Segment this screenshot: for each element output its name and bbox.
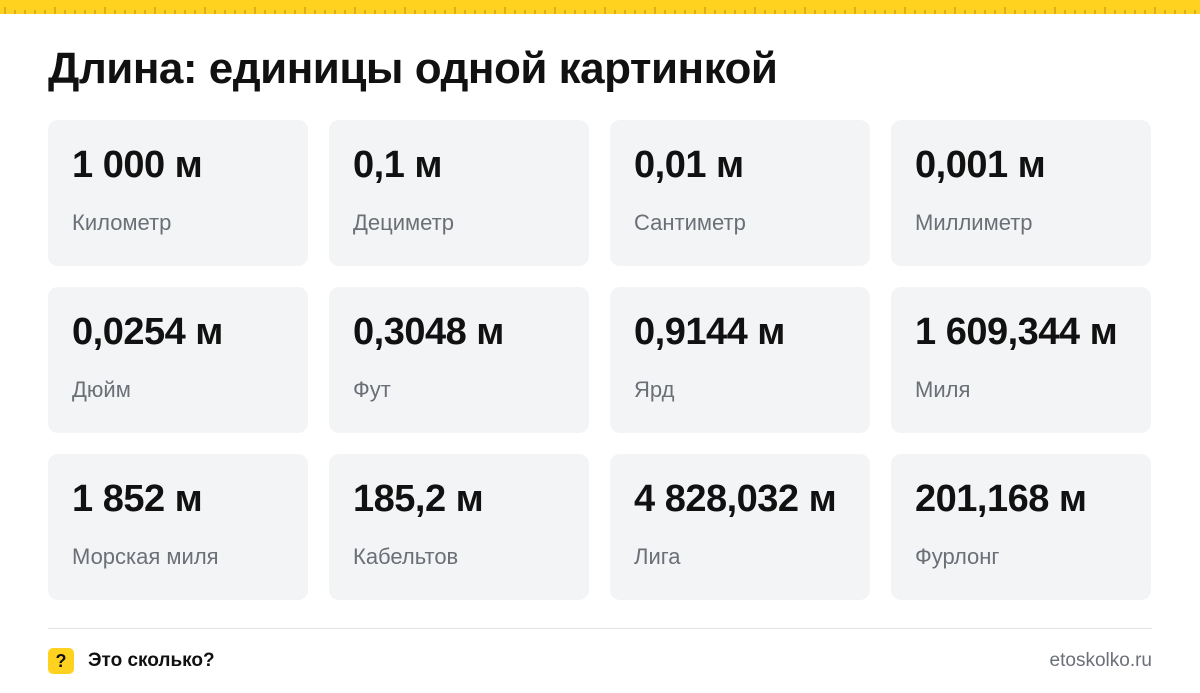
divider <box>48 628 1152 629</box>
card-grid: 1 000 м Километр 0,1 м Дециметр 0,01 м Сантим… <box>48 120 1151 600</box>
unit-card: 4 828,032 м Лига <box>610 454 870 600</box>
unit-value: 201,168 м <box>915 478 1087 520</box>
unit-value: 0,3048 м <box>353 311 504 353</box>
unit-card: 201,168 м Фурлонг <box>891 454 1151 600</box>
unit-card: 185,2 м Кабельтов <box>329 454 589 600</box>
unit-card: 0,01 м Сантиметр <box>610 120 870 266</box>
unit-name: Фурлонг <box>915 544 1000 569</box>
unit-name: Километр <box>72 210 172 235</box>
unit-card: 1 000 м Километр <box>48 120 308 266</box>
title: Длина: единицы одной картинкой <box>48 44 778 93</box>
unit-value: 185,2 м <box>353 478 484 520</box>
unit-name: Дюйм <box>72 377 131 402</box>
unit-value: 4 828,032 м <box>634 478 837 520</box>
unit-card: 0,1 м Дециметр <box>329 120 589 266</box>
unit-value: 0,001 м <box>915 144 1046 186</box>
unit-name: Ярд <box>634 377 675 402</box>
unit-name: Кабельтов <box>353 544 459 569</box>
ruler-strip <box>0 0 1200 14</box>
unit-card: 0,3048 м Фут <box>329 287 589 433</box>
unit-name: Фут <box>353 377 391 402</box>
unit-value: 0,9144 м <box>634 311 785 353</box>
unit-card: 0,9144 м Ярд <box>610 287 870 433</box>
unit-card: 1 852 м Морская миля <box>48 454 308 600</box>
unit-value: 0,01 м <box>634 144 744 186</box>
brand: Это сколько? <box>88 650 215 671</box>
unit-name: Дециметр <box>353 210 454 235</box>
unit-card: 0,001 м Миллиметр <box>891 120 1151 266</box>
unit-value: 0,1 м <box>353 144 443 186</box>
unit-value: 1 609,344 м <box>915 311 1118 353</box>
logo-icon: ? <box>48 648 74 674</box>
unit-name: Миллиметр <box>915 210 1033 235</box>
unit-card: 0,0254 м Дюйм <box>48 287 308 433</box>
unit-name: Сантиметр <box>634 210 746 235</box>
unit-value: 0,0254 м <box>72 311 223 353</box>
unit-name: Лига <box>634 544 681 569</box>
site-url: etoskolko.ru <box>1049 650 1152 671</box>
unit-name: Морская миля <box>72 544 219 569</box>
unit-card: 1 609,344 м Миля <box>891 287 1151 433</box>
unit-value: 1 852 м <box>72 478 203 520</box>
unit-value: 1 000 м <box>72 144 203 186</box>
unit-name: Миля <box>915 377 971 402</box>
